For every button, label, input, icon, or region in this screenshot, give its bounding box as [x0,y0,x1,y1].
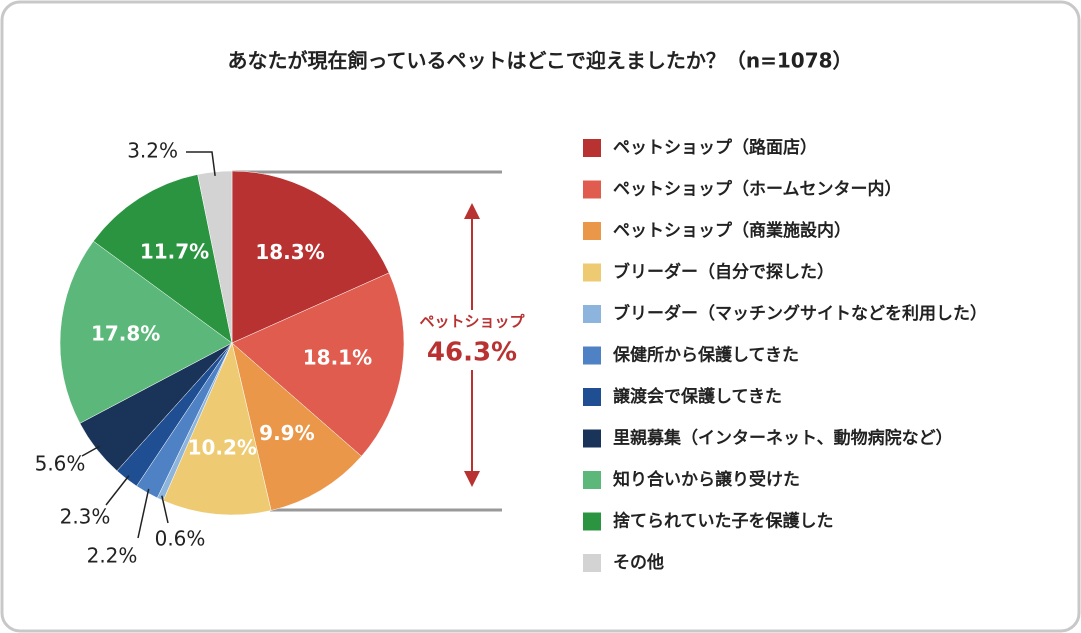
legend-swatch [583,388,601,406]
legend-swatch [583,180,601,199]
data-label: 11.7% [140,240,209,264]
pie-slice [93,174,233,344]
legend-swatch [583,512,601,531]
pie-slice [59,240,233,424]
pie-slice [162,342,272,516]
pie-slice [231,170,390,344]
legend-label: 譲渡会で保護してきた [613,386,782,407]
data-label: 9.9% [259,421,314,445]
legend-label: 里親募集（インターネット、動物病院など） [613,428,953,449]
legend-swatch [583,305,601,323]
data-label: 2.2% [87,544,138,568]
arrow-head [464,203,480,219]
data-label: 18.3% [255,240,324,264]
leader-line [81,445,100,457]
legend-label: ペットショップ（路面店） [613,137,817,158]
legend-swatch [583,139,601,157]
data-label: 0.6% [155,527,206,551]
chart-title: あなたが現在飼っているペットはどこで迎えましたか？（n=1078） [227,49,852,73]
legend-label: ペットショップ（ホームセンター内） [613,179,902,200]
legend-swatch [583,263,601,282]
legend-label: ブリーダー（自分で探した） [613,262,834,283]
data-label: 18.1% [303,345,372,369]
annotation-bg [412,310,532,370]
leader-line [105,475,130,506]
pie-slice [231,342,362,511]
data-label: 2.3% [60,505,111,529]
leader-line [161,495,169,524]
legend-label: 知り合いから譲り受けた [612,469,800,490]
legend-label: 保健所から保護してきた [612,345,799,366]
leader-line [186,151,216,176]
legend-label: その他 [613,552,664,573]
leader-line [137,488,150,539]
data-label: 3.2% [127,139,178,163]
data-label: 10.2% [188,436,257,460]
arrow-head [464,471,480,487]
pie-slice [231,272,405,457]
legend-label: ブリーダー（マッチングサイトなどを利用した） [613,303,987,324]
annotation-value: 46.3% [427,338,517,368]
legend-swatch [583,346,601,365]
data-label: 5.6% [35,452,86,476]
annotation-label: ペットショップ [419,313,525,331]
legend-swatch [583,554,601,572]
legend-label: ペットショップ（商業施設内） [613,220,851,241]
legend-label: 捨てられていた子を保護した [613,511,834,532]
data-label: 17.8% [91,322,160,346]
legend-swatch [583,471,601,489]
legend-swatch [583,222,601,240]
legend-swatch [583,429,601,448]
